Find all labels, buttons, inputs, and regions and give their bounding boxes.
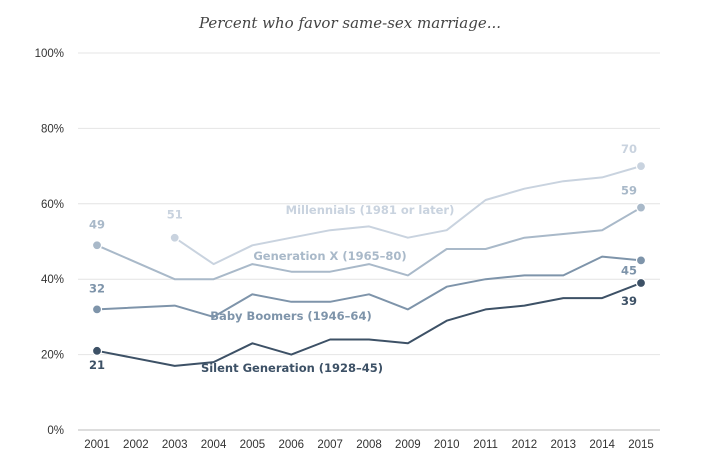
x-tick-label: 2001 <box>84 439 110 451</box>
x-tick-label: 2013 <box>550 439 576 451</box>
x-tick-label: 2010 <box>434 439 460 451</box>
data-point-marker <box>635 161 647 172</box>
series-line-3 <box>96 282 642 367</box>
data-value-label: 59 <box>621 184 637 198</box>
data-value-label: 49 <box>89 217 105 231</box>
data-value-label: 21 <box>89 358 105 372</box>
data-value-label: 39 <box>621 294 637 308</box>
y-axis-labels: 0% 20% 40% 60% 80% 100% <box>35 48 64 437</box>
series-name-label: Millennials (1981 or later) <box>286 203 455 217</box>
series-name-label: Generation X (1965–80) <box>253 249 406 263</box>
x-tick-label: 2005 <box>240 439 266 451</box>
x-axis-labels: 2001 2002 2003 2004 2005 2006 2007 2008 2009 2010… <box>84 439 654 451</box>
data-value-label: 45 <box>621 263 637 277</box>
data-point-marker <box>91 240 103 251</box>
x-tick-label: 2006 <box>278 439 304 451</box>
series-lines <box>96 165 642 367</box>
y-tick-label: 0% <box>47 425 64 437</box>
series-markers <box>91 161 647 356</box>
data-point-marker <box>635 277 647 289</box>
series-line-1 <box>96 206 642 281</box>
x-tick-label: 2007 <box>317 439 343 451</box>
y-tick-label: 100% <box>35 48 64 60</box>
y-tick-label: 80% <box>41 123 64 135</box>
x-tick-label: 2012 <box>512 439 538 451</box>
series-labels: 51 70 Millennials (1981 or later) 49 59 Gener… <box>89 142 637 375</box>
data-value-label: 51 <box>167 208 183 222</box>
data-value-label: 70 <box>621 142 637 156</box>
x-tick-label: 2011 <box>473 439 498 451</box>
data-value-label: 32 <box>89 281 105 295</box>
y-tick-label: 40% <box>41 274 64 286</box>
x-tick-label: 2009 <box>395 439 421 451</box>
data-point-marker <box>91 345 103 356</box>
chart-title: Percent who favor same-sex marriage... <box>198 14 502 32</box>
x-tick-label: 2004 <box>201 439 227 451</box>
data-point-marker <box>635 202 647 213</box>
series-line-0 <box>173 165 642 266</box>
y-tick-label: 20% <box>41 350 64 362</box>
grid-lines <box>78 52 660 431</box>
x-tick-label: 2014 <box>589 439 615 451</box>
y-tick-label: 60% <box>41 199 64 211</box>
series-line-2 <box>96 255 642 318</box>
data-point-marker <box>635 255 647 266</box>
x-tick-label: 2015 <box>628 439 654 451</box>
x-tick-label: 2002 <box>123 439 149 451</box>
data-point-marker <box>169 232 180 243</box>
x-tick-label: 2008 <box>356 439 382 451</box>
series-name-label: Baby Boomers (1946–64) <box>210 309 371 323</box>
data-point-marker <box>91 304 103 315</box>
x-tick-label: 2003 <box>162 439 188 451</box>
series-name-label: Silent Generation (1928–45) <box>201 361 383 375</box>
